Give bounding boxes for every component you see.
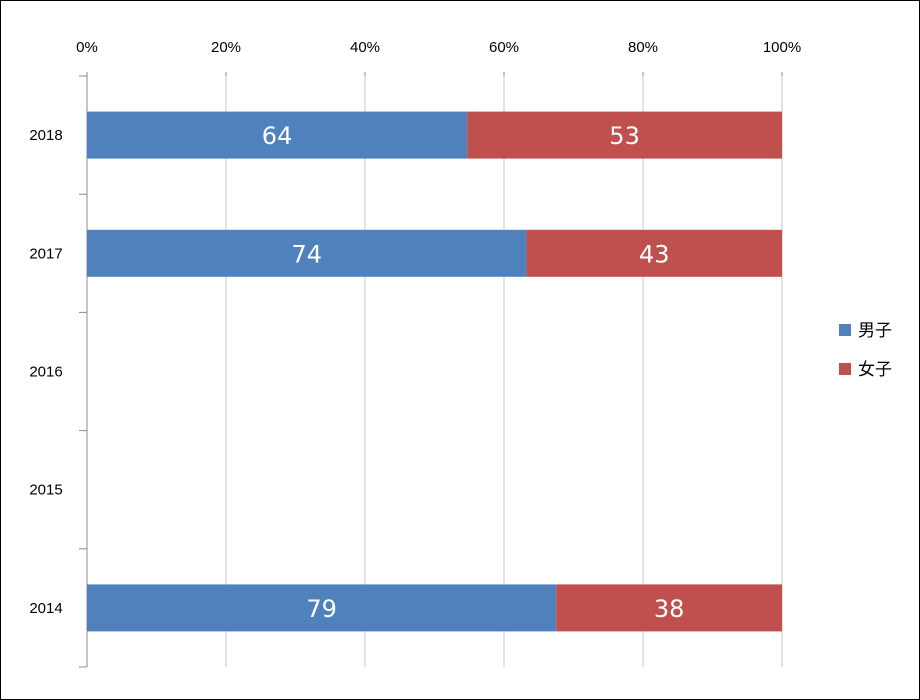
bar-segment (467, 111, 782, 159)
y-tick-label: 2015 (29, 482, 62, 499)
x-tick-label: 20% (211, 39, 241, 56)
y-tick-label: 2014 (29, 600, 62, 617)
y-tick-label: 2017 (29, 245, 62, 262)
x-tick-label: 60% (489, 39, 519, 56)
gridlines (225, 76, 783, 667)
bar-segment (556, 584, 782, 632)
bar-segment (87, 229, 527, 277)
x-tick-label: 40% (350, 39, 380, 56)
x-tick-label: 0% (76, 39, 98, 56)
data-label: 38 (654, 595, 685, 623)
legend-swatch (839, 363, 851, 375)
data-label: 53 (609, 122, 640, 150)
y-tick-label: 2018 (29, 127, 62, 144)
bar-segment (87, 584, 557, 632)
x-tick-label: 100% (763, 39, 801, 56)
legend-label: 女子 (858, 360, 892, 380)
data-labels: 64 53 74 43 79 38 (262, 122, 685, 623)
bar-segment (526, 229, 782, 277)
legend-label: 男子 (858, 321, 892, 341)
data-label: 74 (292, 240, 323, 268)
bars (87, 111, 782, 632)
y-tick-label: 2016 (29, 364, 62, 381)
data-label: 43 (639, 240, 670, 268)
data-label: 79 (306, 595, 337, 623)
data-label: 64 (262, 122, 293, 150)
axes: 0% 20% 40% 60% 80% 100% 2018 2017 2016 2015 2014 (29, 39, 801, 668)
bar-segment (87, 111, 468, 159)
x-tick-label: 80% (628, 39, 658, 56)
legend-swatch (839, 324, 851, 336)
